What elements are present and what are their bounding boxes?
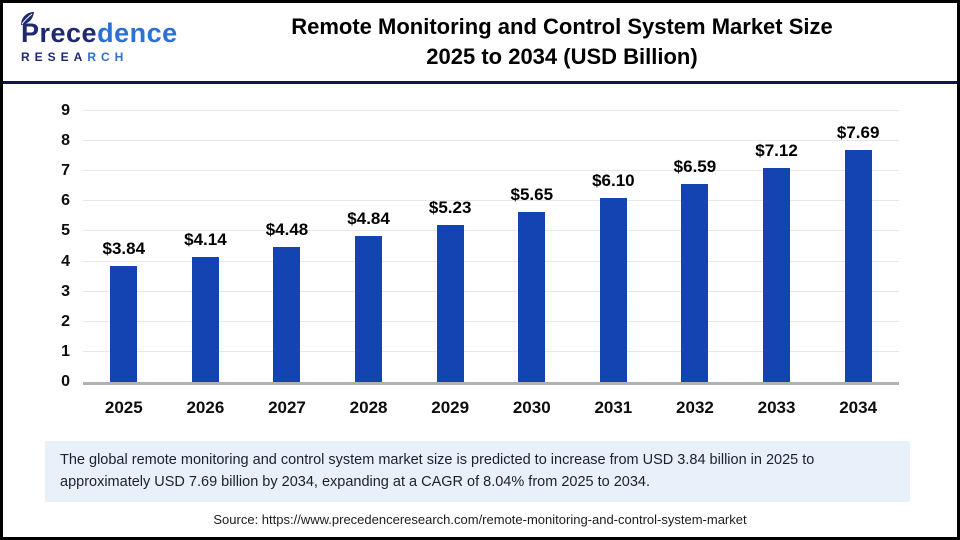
bar-slot-2032: $6.59 xyxy=(654,111,736,382)
chart-title-line2: 2025 to 2034 (USD Billion) xyxy=(426,44,698,69)
bar-value-label-2028: $4.84 xyxy=(347,209,390,229)
bar-2029: $5.23 xyxy=(429,198,471,382)
bar-slot-2033: $7.12 xyxy=(736,111,818,382)
plot-area: $3.84 $4.14 $4.48 $4.84 $5.23 $5.65 $6.10 $6.59… xyxy=(61,102,899,390)
bar-value-label-2027: $4.48 xyxy=(265,220,309,240)
y-tick-label-2: 2 xyxy=(61,312,70,330)
gridline-y-1 xyxy=(83,350,899,352)
bar-slot-2030: $5.65 xyxy=(491,111,573,382)
header-divider xyxy=(3,81,957,84)
x-tick-label-2030: 2030 xyxy=(512,398,551,417)
bar-slot-2029: $5.23 xyxy=(409,111,491,382)
bar-slot-2025: $3.84 xyxy=(83,111,165,382)
bar-value-label-2033: $7.12 xyxy=(755,140,798,160)
brand-part-2: dence xyxy=(97,18,178,48)
brand-sub-part-2: RCH xyxy=(87,50,129,64)
chart-title-line1: Remote Monitoring and Control System Mar… xyxy=(291,14,833,40)
bar-value-label-2034: $7.69 xyxy=(836,123,880,143)
x-tick-label-2029: 2029 xyxy=(431,398,470,417)
gridline-y-7 xyxy=(83,170,899,172)
x-tick-label-2028: 2028 xyxy=(349,398,388,417)
brand-part-1: Prece xyxy=(21,18,98,48)
y-tick-label-3: 3 xyxy=(61,282,70,300)
y-tick-label-4: 4 xyxy=(61,252,70,270)
header: Precedence RESEARCH Remote Monitoring an… xyxy=(3,3,957,81)
bar-2031: $6.10 xyxy=(592,171,635,382)
x-tick-label-2032: 2032 xyxy=(676,398,714,417)
brand-sub-part-1: RESEA xyxy=(21,50,88,64)
bar-slot-2028: $4.84 xyxy=(328,111,410,382)
y-tick-label-0: 0 xyxy=(61,373,70,390)
chart-title: Remote Monitoring and Control System Mar… xyxy=(179,12,945,71)
x-tick-label-2026: 2026 xyxy=(186,398,225,417)
gridline-y-9 xyxy=(83,110,899,111)
x-axis-labels: 2025 2026 2027 2028 2029 2030 2031 2032 2033 2034 xyxy=(83,398,899,418)
bar-2025: $3.84 xyxy=(103,239,145,382)
leaf-icon xyxy=(19,11,35,32)
precedence-research-logo: Precedence RESEARCH xyxy=(21,12,179,64)
source-line: Source: https://www.precedenceresearch.c… xyxy=(213,512,747,528)
gridline-y-3 xyxy=(83,290,899,292)
bar-2033: $7.12 xyxy=(755,141,798,382)
bar-slot-2026: $4.14 xyxy=(165,111,247,382)
bar-slot-2027: $4.48 xyxy=(246,111,328,382)
brand-name: Precedence xyxy=(21,20,179,47)
bars-container: $3.84 $4.14 $4.48 $4.84 $5.23 $5.65 $6.10 $6.59… xyxy=(83,111,899,382)
brand-subtitle: RESEARCH xyxy=(21,50,179,64)
y-tick-label-5: 5 xyxy=(61,222,70,240)
bar-value-label-2029: $5.23 xyxy=(428,197,472,217)
bar-2028: $4.84 xyxy=(347,209,390,382)
y-tick-label-9: 9 xyxy=(61,102,70,119)
y-tick-label-1: 1 xyxy=(61,342,70,360)
bar-value-label-2030: $5.65 xyxy=(510,184,554,204)
bar-2026: $4.14 xyxy=(184,230,227,382)
summary-callout: The global remote monitoring and control… xyxy=(45,441,910,503)
bar-value-label-2031: $6.10 xyxy=(592,171,635,191)
bar-2032: $6.59 xyxy=(674,157,716,382)
x-tick-label-2025: 2025 xyxy=(104,398,143,417)
gridline-y-5 xyxy=(83,230,899,232)
bar-value-label-2032: $6.59 xyxy=(673,156,717,176)
bar-2030: $5.65 xyxy=(510,185,553,382)
bar-2027: $4.48 xyxy=(266,220,308,382)
y-tick-label-7: 7 xyxy=(61,162,70,180)
y-tick-label-8: 8 xyxy=(61,132,70,150)
bar-value-label-2025: $3.84 xyxy=(102,239,146,259)
gridline-y-6 xyxy=(83,200,899,202)
gridline-y-4 xyxy=(83,260,899,262)
bar-value-label-2026: $4.14 xyxy=(184,230,227,250)
y-tick-label-6: 6 xyxy=(61,192,70,210)
x-tick-label-2033: 2033 xyxy=(757,398,796,417)
x-tick-label-2034: 2034 xyxy=(839,398,878,417)
bar-2034: $7.69 xyxy=(837,123,879,382)
x-tick-label-2031: 2031 xyxy=(594,398,633,417)
bar-slot-2034: $7.69 xyxy=(817,111,899,382)
gridline-y-8 xyxy=(83,140,899,142)
gridline-y-2 xyxy=(83,320,899,322)
x-tick-label-2027: 2027 xyxy=(268,398,306,417)
bar-slot-2031: $6.10 xyxy=(573,111,655,382)
